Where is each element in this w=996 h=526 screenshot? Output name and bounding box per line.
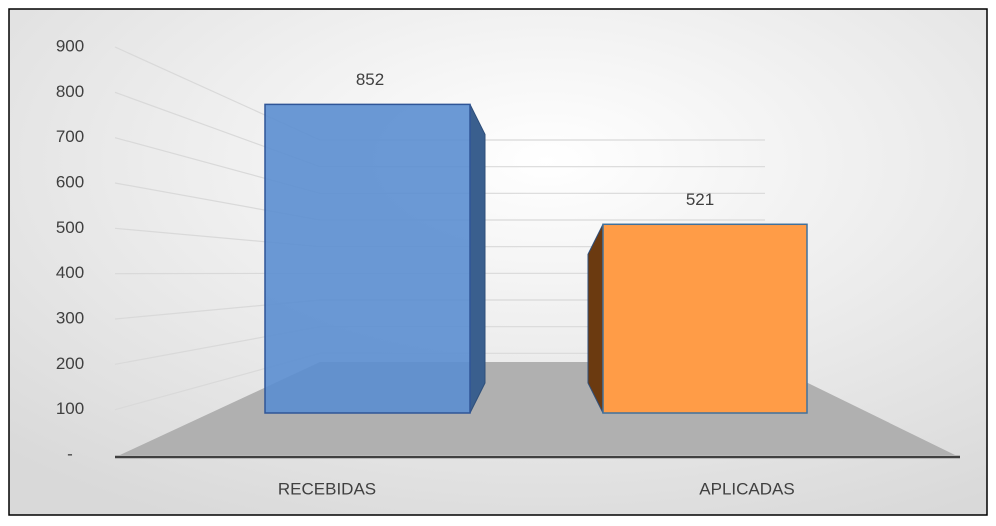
- y-tick-label: 900: [56, 36, 84, 55]
- y-tick-label: 500: [56, 218, 84, 237]
- bar: [265, 104, 470, 413]
- bar: [603, 224, 807, 413]
- x-tick-label: RECEBIDAS: [278, 479, 376, 498]
- bar-side: [588, 224, 603, 413]
- y-tick-label: 600: [56, 172, 84, 191]
- y-tick-label: 300: [56, 308, 84, 327]
- value-label: 852: [356, 70, 384, 89]
- x-tick-label: APLICADAS: [699, 479, 794, 498]
- y-tick-label: 400: [56, 263, 84, 282]
- bar-side: [470, 104, 485, 413]
- y-tick-label: 700: [56, 127, 84, 146]
- y-tick-label: -: [67, 444, 73, 463]
- y-tick-label: 100: [56, 399, 84, 418]
- y-tick-label: 200: [56, 354, 84, 373]
- y-tick-label: 800: [56, 82, 84, 101]
- value-label: 521: [686, 190, 714, 209]
